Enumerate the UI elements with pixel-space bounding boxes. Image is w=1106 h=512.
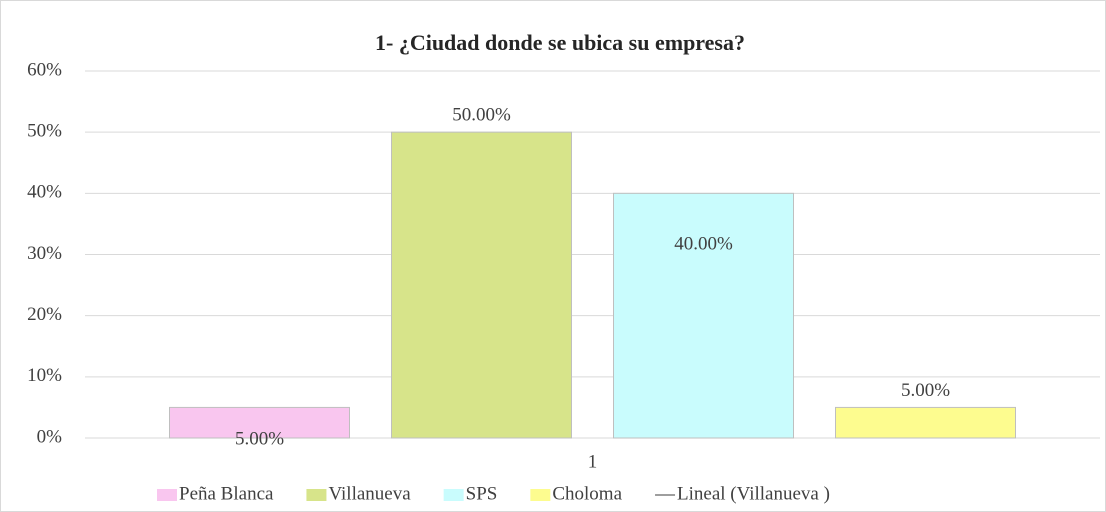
y-tick-label: 60% — [27, 59, 62, 80]
legend-label: Choloma — [552, 483, 622, 504]
y-tick-label: 0% — [37, 426, 63, 447]
legend-swatch — [443, 489, 464, 501]
bar — [835, 406, 1016, 439]
legend-swatch — [530, 489, 551, 501]
y-tick-label: 50% — [27, 121, 62, 142]
y-tick-label: 10% — [27, 365, 62, 386]
data-label: 5.00% — [901, 380, 950, 401]
legend-label: Lineal (Villanueva ) — [677, 483, 830, 504]
bar — [169, 406, 350, 439]
data-label: 5.00% — [235, 428, 284, 449]
data-label: 50.00% — [452, 105, 511, 126]
y-tick-label: 40% — [27, 182, 62, 203]
legend-label: SPS — [466, 483, 498, 504]
y-tick-label: 20% — [27, 304, 62, 325]
chart-title: 1- ¿Ciudad donde se ubica su empresa? — [375, 30, 745, 55]
legend-label: Villanueva — [328, 483, 411, 504]
data-label: 40.00% — [674, 234, 733, 255]
legend-label: Peña Blanca — [179, 483, 274, 504]
bar — [391, 131, 572, 439]
bar — [613, 192, 794, 439]
x-tick-label: 1 — [588, 451, 598, 472]
legend-swatch — [157, 489, 177, 501]
legend-swatch — [306, 489, 327, 501]
y-tick-label: 30% — [27, 243, 62, 264]
